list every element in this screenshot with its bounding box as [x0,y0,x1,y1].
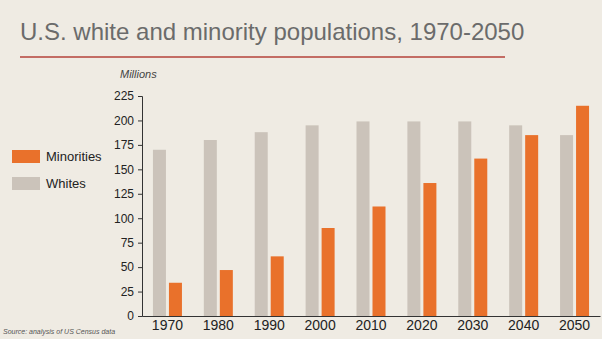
x-tick-label: 2020 [406,317,437,333]
y-tick: 125 [114,187,142,201]
title-rule [20,56,505,58]
y-tick: 0 [127,309,142,323]
y-tick: 25 [121,285,142,299]
chart-svg: U.S. white and minority populations, 197… [0,0,602,339]
x-tick: 2020 [406,316,437,333]
bar [373,206,386,316]
x-tick-label: 2000 [305,317,336,333]
bar [576,106,589,316]
source-note: Source: analysis of US Census data [3,328,115,336]
legend-label: Minorities [46,149,102,164]
bar [153,150,166,316]
bar [357,121,370,316]
y-tick-mark [138,218,142,219]
y-tick-label: 150 [114,163,134,177]
x-tick-label: 2030 [457,317,488,333]
legend-label: Whites [46,176,86,191]
y-tick: 50 [121,260,142,274]
x-tick-label: 2040 [508,317,539,333]
y-tick: 175 [114,138,142,152]
bar [458,121,471,316]
legend-swatch [12,177,40,190]
chart-container: U.S. white and minority populations, 197… [0,0,602,339]
y-tick-mark [138,145,142,146]
bar [474,159,487,316]
bar [509,125,522,316]
bar [322,228,335,316]
bar [525,135,538,316]
x-tick: 1970 [152,316,183,333]
y-tick-mark [138,292,142,293]
y-tick-label: 50 [121,260,135,274]
y-tick-label: 100 [114,212,134,226]
y-tick-mark [138,120,142,121]
y-tick: 100 [114,212,142,226]
y-axis: 0 25 50 75 100 125 150 175 200 225 [114,89,143,323]
x-tick-label: 1990 [254,317,285,333]
x-axis: 1970 1980 1990 2000 2010 2020 2030 2040 2050 [143,316,601,333]
bar [204,140,217,316]
y-tick: 225 [114,89,142,103]
title: U.S. white and minority populations, 197… [20,18,524,45]
bars [153,106,589,316]
y-tick-label: 175 [114,138,134,152]
y-tick-mark [138,316,142,317]
x-tick: 1980 [203,316,234,333]
x-tick-label: 1970 [152,317,183,333]
bar [220,270,233,316]
y-tick-mark [138,194,142,195]
x-tick: 1990 [254,316,285,333]
bar [407,121,420,316]
bar [306,125,319,316]
background [0,0,602,339]
y-tick-label: 125 [114,187,134,201]
x-tick: 2040 [508,316,539,333]
x-tick-label: 2010 [355,317,386,333]
y-tick: 200 [114,114,142,128]
y-axis-label: Millions [120,68,157,80]
x-tick-label: 1980 [203,317,234,333]
y-tick-label: 0 [127,309,134,323]
x-tick: 2030 [457,316,488,333]
y-tick-mark [138,267,142,268]
y-tick-label: 225 [114,89,134,103]
bar [271,256,284,316]
y-tick-label: 200 [114,114,134,128]
y-tick-label: 25 [121,285,135,299]
x-tick: 2010 [355,316,386,333]
x-tick-label: 2050 [559,317,590,333]
legend-swatch [12,150,40,163]
bar [255,132,268,316]
x-tick: 2000 [305,316,336,333]
y-axis-line [138,97,143,317]
y-tick-mark [138,96,142,97]
bar [423,183,436,316]
y-tick-label: 75 [121,236,135,250]
y-tick-mark [138,243,142,244]
bar [560,135,573,316]
bar [169,283,182,316]
y-tick: 75 [121,236,142,250]
legend: Minorities Whites [12,149,102,191]
y-tick-mark [138,169,142,170]
y-tick: 150 [114,163,142,177]
x-tick: 2050 [559,316,590,333]
